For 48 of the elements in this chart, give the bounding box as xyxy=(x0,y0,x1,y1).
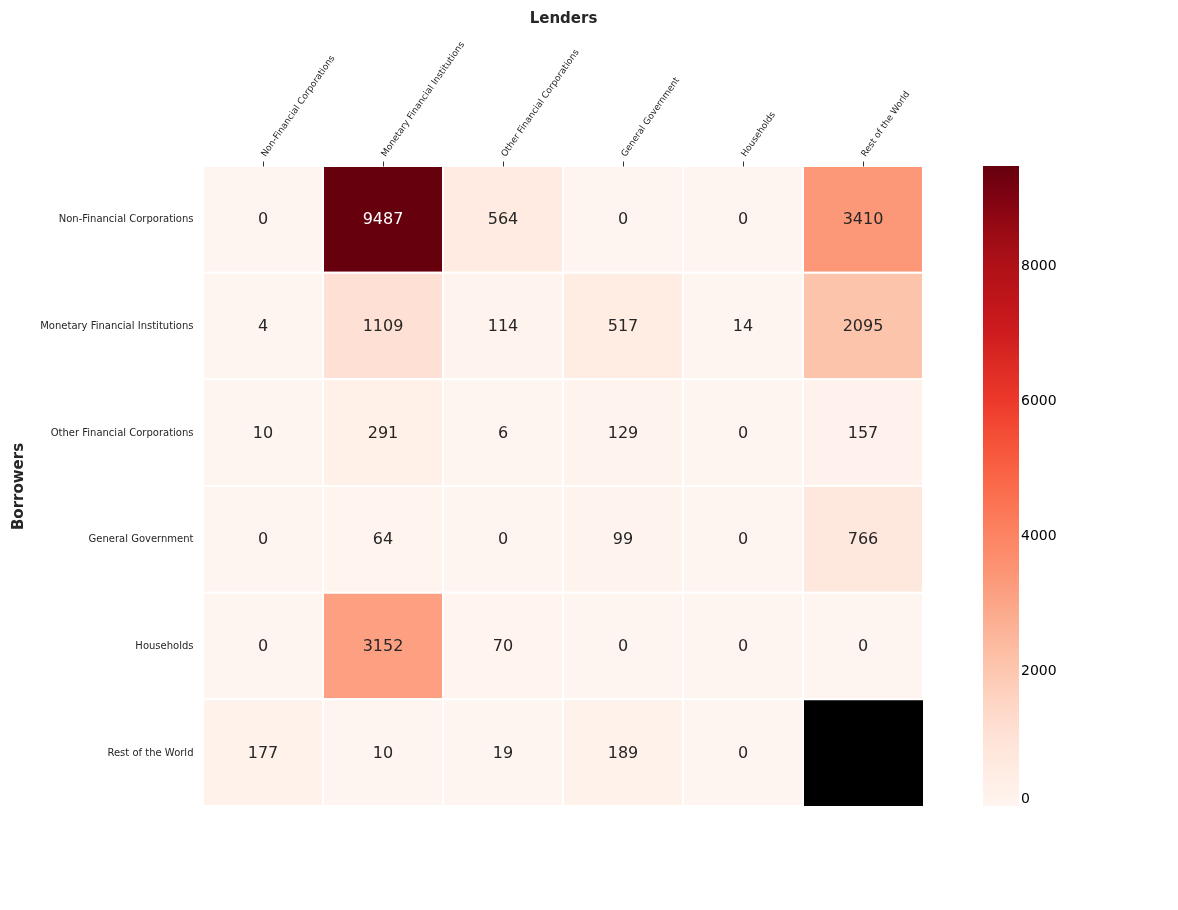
y-tick-label: Households xyxy=(135,640,194,651)
color-bar-label: 2000 xyxy=(1021,662,1057,679)
data-label: 3410 xyxy=(842,209,884,229)
data-label: 10 xyxy=(252,422,274,442)
data-label: 3152 xyxy=(362,636,404,655)
color-bar-label: 8000 xyxy=(1021,257,1057,274)
y-tick-label: Other Financial Corporations xyxy=(50,426,194,438)
data-label: 0 xyxy=(737,529,749,549)
data-label: 0 xyxy=(617,636,629,655)
data-label: 2095 xyxy=(842,316,884,335)
data-label: 177 xyxy=(247,742,279,762)
data-label: 517 xyxy=(607,316,639,335)
y-axis-title: Borrowers xyxy=(9,442,28,531)
color-bar-label: 0 xyxy=(1021,790,1030,806)
color-bar-label: 4000 xyxy=(1021,527,1057,544)
y-tick-label: Rest of the World xyxy=(107,746,194,758)
data-label: 14 xyxy=(732,316,754,335)
data-label: 114 xyxy=(487,316,519,335)
data-label: 0 xyxy=(737,209,749,229)
data-label: 0 xyxy=(257,209,269,229)
data-label: 0 xyxy=(257,529,269,549)
data-label: 10 xyxy=(372,742,394,762)
data-label: 99 xyxy=(612,529,634,549)
data-label: 9487 xyxy=(362,209,404,229)
data-label: 64 xyxy=(372,529,394,549)
y-tick-label: Monetary Financial Institutions xyxy=(40,320,194,331)
color-bar-label: 6000 xyxy=(1021,392,1057,409)
data-label: 0 xyxy=(737,636,749,655)
data-label: 6 xyxy=(497,422,509,442)
data-label: 70 xyxy=(492,636,514,655)
x-axis-title: Lenders xyxy=(529,9,598,28)
data-label: 291 xyxy=(367,422,399,442)
data-label: 0 xyxy=(737,422,749,442)
data-label: 0 xyxy=(857,636,869,655)
data-label: 189 xyxy=(607,742,639,762)
data-label: 766 xyxy=(847,529,879,549)
data-label: 0 xyxy=(257,636,269,655)
data-label: 129 xyxy=(607,422,639,442)
data-label: 0 xyxy=(737,742,749,762)
data-label: 1109 xyxy=(362,316,404,335)
data-label: 19 xyxy=(492,742,514,762)
data-label: 0 xyxy=(497,529,509,549)
y-tick-label: General Government xyxy=(88,533,194,545)
data-label: 4 xyxy=(257,316,269,335)
data-label: 0 xyxy=(617,209,629,229)
y-tick-label: Non-Financial Corporations xyxy=(58,213,194,225)
data-label: 564 xyxy=(487,209,519,229)
data-label: 157 xyxy=(847,422,879,442)
